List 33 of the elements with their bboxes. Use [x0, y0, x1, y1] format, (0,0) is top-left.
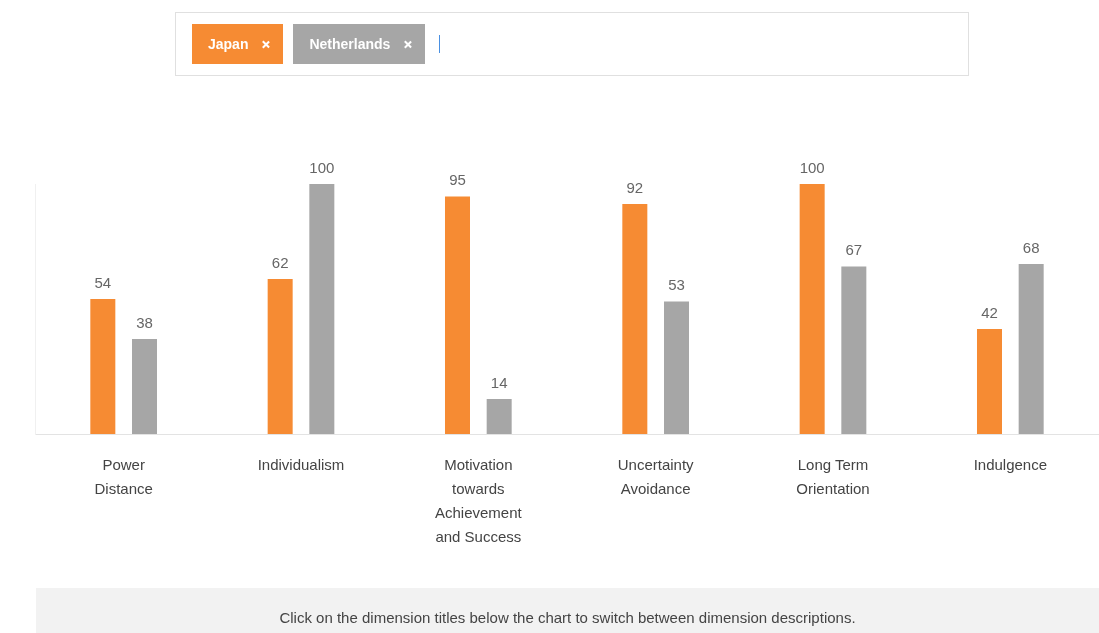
bar: [977, 329, 1002, 434]
data-label: 38: [136, 313, 153, 331]
x-tick-label: Long Term Orientation: [796, 456, 870, 498]
x-tick-label: Power Distance: [94, 456, 153, 498]
data-label: 100: [799, 158, 825, 176]
bar: [622, 204, 648, 434]
data-label: 54: [94, 273, 112, 291]
x-tick-label: Indulgence: [973, 456, 1048, 474]
data-label: 100: [309, 158, 335, 176]
data-label: 92: [626, 178, 644, 196]
bar: [90, 299, 116, 434]
data-label: 62: [271, 253, 289, 271]
x-tick-label: Individualism: [257, 456, 345, 474]
data-label: 95: [449, 171, 466, 189]
bar: [841, 266, 867, 434]
bar: [1018, 264, 1044, 434]
bar: [799, 184, 825, 434]
text: Japan: [208, 36, 249, 52]
x-tick-label: Uncertainty Avoidance: [617, 456, 695, 498]
bar: [486, 399, 512, 434]
text: Click on the dimension titles below the chart to switch between dimension descriptions.: [36, 588, 1099, 633]
data-label: 42: [981, 303, 998, 321]
bar: [309, 184, 335, 434]
data-label: 67: [845, 241, 863, 259]
text: Netherlands: [309, 36, 391, 52]
data-label: 68: [1022, 238, 1040, 256]
bar: [267, 279, 293, 434]
bar: [664, 301, 690, 434]
data-label: 14: [490, 373, 508, 391]
data-label: 53: [668, 276, 685, 294]
bar: [132, 339, 158, 434]
bar: [445, 196, 470, 434]
x-tick-label: Motivation towards Achievement and Success: [434, 456, 523, 546]
